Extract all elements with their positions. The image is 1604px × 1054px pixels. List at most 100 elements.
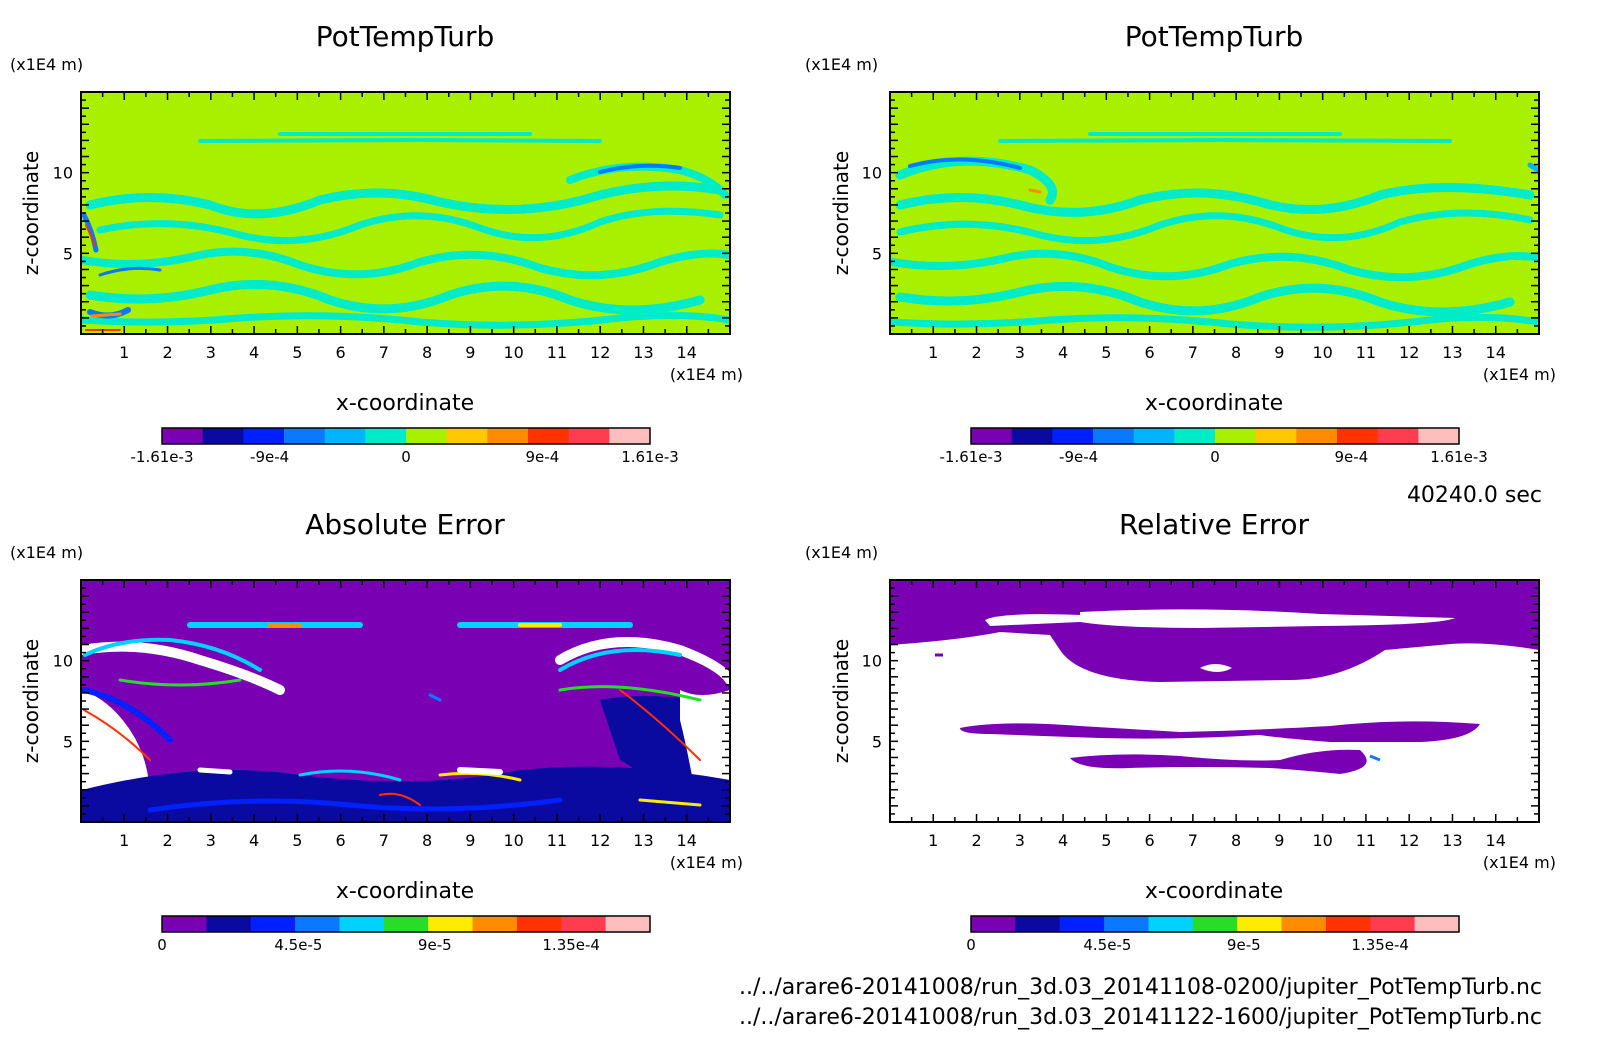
colorbar-swatch	[472, 916, 518, 932]
colorbar-tick-label: 0	[157, 936, 167, 954]
chart-title: PotTempTurb	[1125, 20, 1304, 53]
x-unit-label: (x1E4 m)	[1483, 365, 1556, 384]
x-tick-label: 5	[292, 831, 302, 850]
colorbar-swatch	[561, 916, 607, 932]
colorbar-swatch	[971, 916, 1016, 932]
x-tick-label: 10	[503, 831, 523, 850]
y-tick-labels: 5 10	[53, 164, 73, 264]
x-tick-label: 9	[1274, 343, 1284, 362]
x-tick-label: 3	[1015, 343, 1025, 362]
colorbar-swatch	[971, 428, 1013, 444]
colorbar-swatch	[1093, 428, 1135, 444]
y-axis-label: z-coordinate	[19, 151, 43, 275]
colorbar-swatch	[516, 916, 562, 932]
colorbar-tick-label: 0	[966, 936, 976, 954]
axis-ticks	[80, 91, 731, 335]
x-tick-label: 8	[1231, 343, 1241, 362]
time-label: 40240.0 sec	[1407, 483, 1542, 508]
x-tick-label: 13	[1442, 831, 1462, 850]
x-tick-label: 5	[1101, 831, 1111, 850]
x-tick-labels: 1 2 3 4 5 6 7 8 9 10 11 12 13 14	[119, 831, 697, 850]
chart-title: Relative Error	[1119, 508, 1310, 541]
panel-pottempturb-1: PotTempTurb (x1E4 m) 1 2 3 4 5 6 7 8 9 10 11 12 13 14…	[10, 20, 743, 466]
x-tick-label: 14	[677, 343, 697, 362]
x-axis-label: x-coordinate	[336, 879, 474, 904]
colorbar-swatch	[1104, 916, 1149, 932]
colorbar-tick-label: -1.61e-3	[940, 448, 1003, 466]
x-tick-label: 6	[1145, 343, 1155, 362]
x-tick-label: 13	[1442, 343, 1462, 362]
axis-ticks	[889, 91, 1540, 335]
y-tick-label: 5	[63, 732, 73, 751]
colorbar-swatch	[1174, 428, 1216, 444]
y-unit-label: (x1E4 m)	[805, 55, 878, 74]
x-axis-label: x-coordinate	[336, 391, 474, 416]
y-axis-label: z-coordinate	[829, 151, 853, 275]
y-tick-label: 10	[53, 652, 73, 671]
colorbar-swatch	[243, 428, 285, 444]
x-tick-labels: 1 2 3 4 5 6 7 8 9 10 11 12 13 14	[928, 831, 1506, 850]
colorbar-swatch	[1133, 428, 1175, 444]
y-unit-label: (x1E4 m)	[10, 55, 83, 74]
x-axis-label: x-coordinate	[1145, 879, 1283, 904]
colorbar-swatch	[1237, 916, 1283, 932]
colorbar-swatch	[609, 428, 651, 444]
x-tick-label: 9	[465, 831, 475, 850]
y-tick-label: 10	[53, 164, 73, 183]
colorbar-swatch	[1296, 428, 1338, 444]
colorbar-swatch	[1148, 916, 1194, 932]
y-axis-label: z-coordinate	[829, 639, 853, 763]
x-tick-label: 12	[590, 343, 610, 362]
x-unit-label: (x1E4 m)	[670, 365, 743, 384]
y-tick-label: 5	[872, 244, 882, 263]
colorbar-tick-label: 1.35e-4	[542, 936, 600, 954]
x-tick-labels: 1 2 3 4 5 6 7 8 9 10 11 12 13 14	[928, 343, 1506, 362]
y-tick-labels: 5 10	[862, 652, 882, 752]
colorbar-swatch	[1192, 916, 1238, 932]
field-patterns	[81, 622, 730, 822]
colorbar-swatch	[1337, 428, 1379, 444]
field-patterns	[81, 132, 730, 331]
x-tick-labels: 1 2 3 4 5 6 7 8 9 10 11 12 13 14	[119, 343, 697, 362]
x-axis-label: x-coordinate	[1145, 391, 1283, 416]
colorbar: -1.61e-3 -9e-4 0 9e-4 1.61e-3	[940, 427, 1488, 466]
x-tick-label: 2	[162, 831, 172, 850]
colorbar-swatch	[202, 428, 244, 444]
x-tick-label: 12	[590, 831, 610, 850]
colorbar-swatch	[284, 428, 326, 444]
colorbar-swatch	[206, 916, 252, 932]
x-tick-label: 14	[1486, 831, 1506, 850]
colorbar-frame	[161, 427, 651, 445]
colorbar-frame	[970, 427, 1460, 445]
colorbar-tick-label: 0	[1210, 448, 1220, 466]
x-tick-label: 11	[1356, 343, 1376, 362]
colorbar-tick-label: 9e-4	[526, 448, 560, 466]
x-tick-label: 10	[1312, 343, 1332, 362]
colorbar-swatch	[605, 916, 651, 932]
x-tick-label: 6	[336, 831, 346, 850]
x-tick-label: 2	[971, 343, 981, 362]
colorbar-tick-label: 9e-5	[418, 936, 452, 954]
x-tick-label: 7	[379, 343, 389, 362]
x-tick-label: 8	[1231, 831, 1241, 850]
x-tick-label: 1	[119, 343, 129, 362]
x-tick-label: 8	[422, 343, 432, 362]
colorbar-tick-label: 1.61e-3	[621, 448, 679, 466]
axis-ticks	[80, 579, 731, 823]
x-tick-label: 3	[1015, 831, 1025, 850]
field-patterns	[890, 132, 1539, 331]
colorbar-swatch	[568, 428, 610, 444]
y-tick-label: 10	[862, 652, 882, 671]
x-tick-label: 4	[249, 831, 259, 850]
x-tick-label: 11	[1356, 831, 1376, 850]
x-unit-label: (x1E4 m)	[670, 853, 743, 872]
axis-ticks	[889, 579, 1540, 823]
x-tick-label: 13	[633, 831, 653, 850]
x-tick-label: 1	[119, 831, 129, 850]
y-tick-label: 5	[63, 244, 73, 263]
y-tick-label: 5	[872, 732, 882, 751]
x-tick-label: 14	[1486, 343, 1506, 362]
y-axis-label: z-coordinate	[19, 639, 43, 763]
colorbar-tick-label: 1.35e-4	[1351, 936, 1409, 954]
